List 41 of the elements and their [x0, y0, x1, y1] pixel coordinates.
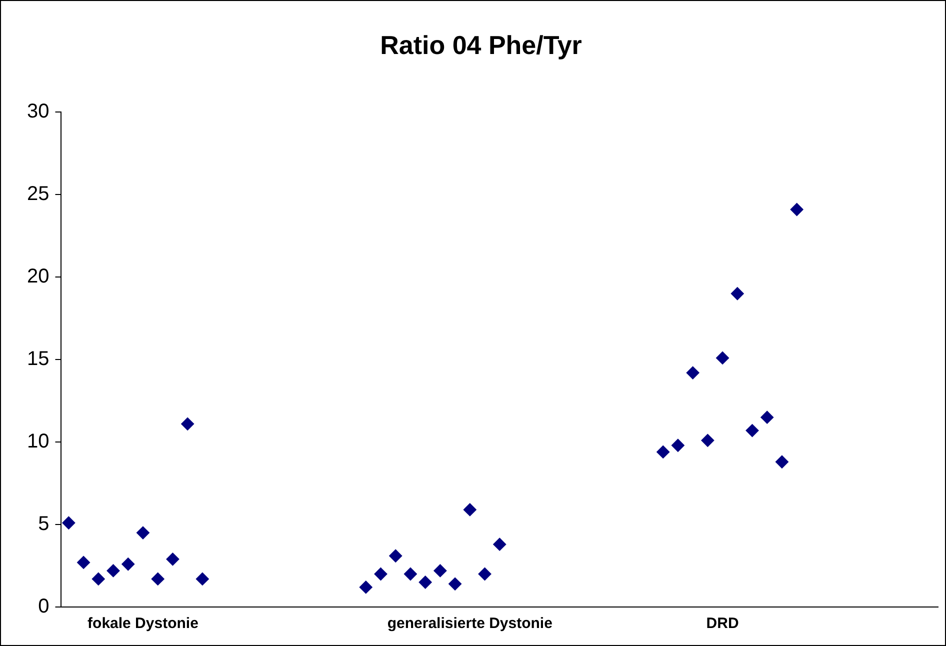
y-tick-label: 30 — [26, 100, 50, 123]
point — [493, 538, 506, 551]
y-tick-label: 5 — [38, 513, 50, 536]
point — [359, 580, 372, 594]
x-tick-label: generalisierte Dystonie — [387, 615, 552, 632]
point — [418, 576, 432, 589]
point — [374, 568, 388, 581]
point — [181, 417, 194, 430]
y-tick-label: 0 — [38, 596, 50, 618]
point — [656, 445, 670, 458]
point — [434, 564, 447, 578]
y-tick-label: 20 — [26, 266, 50, 288]
y-tick-label: 10 — [26, 430, 50, 453]
point — [730, 287, 744, 300]
point — [716, 351, 730, 364]
point — [775, 455, 788, 468]
point — [463, 503, 476, 516]
point — [166, 552, 180, 566]
point — [686, 366, 700, 380]
point — [790, 203, 804, 216]
point — [106, 564, 120, 578]
point — [122, 558, 135, 571]
point — [478, 568, 492, 581]
y-tick-label: 25 — [26, 183, 50, 206]
point — [448, 577, 462, 590]
x-tick-label: fokale Dystonie — [88, 615, 198, 632]
point — [151, 572, 164, 586]
point — [77, 556, 90, 569]
point — [196, 572, 209, 586]
point — [760, 410, 774, 424]
point — [746, 424, 759, 438]
point — [92, 572, 105, 586]
point — [671, 438, 684, 452]
chart-title: Ratio 04 Phe/Tyr — [380, 30, 582, 60]
point — [136, 526, 150, 540]
point — [404, 568, 417, 581]
point — [389, 549, 402, 562]
x-tick-label: DRD — [706, 615, 739, 632]
y-tick-label: 15 — [26, 348, 50, 370]
point — [701, 434, 714, 447]
point — [62, 516, 76, 530]
